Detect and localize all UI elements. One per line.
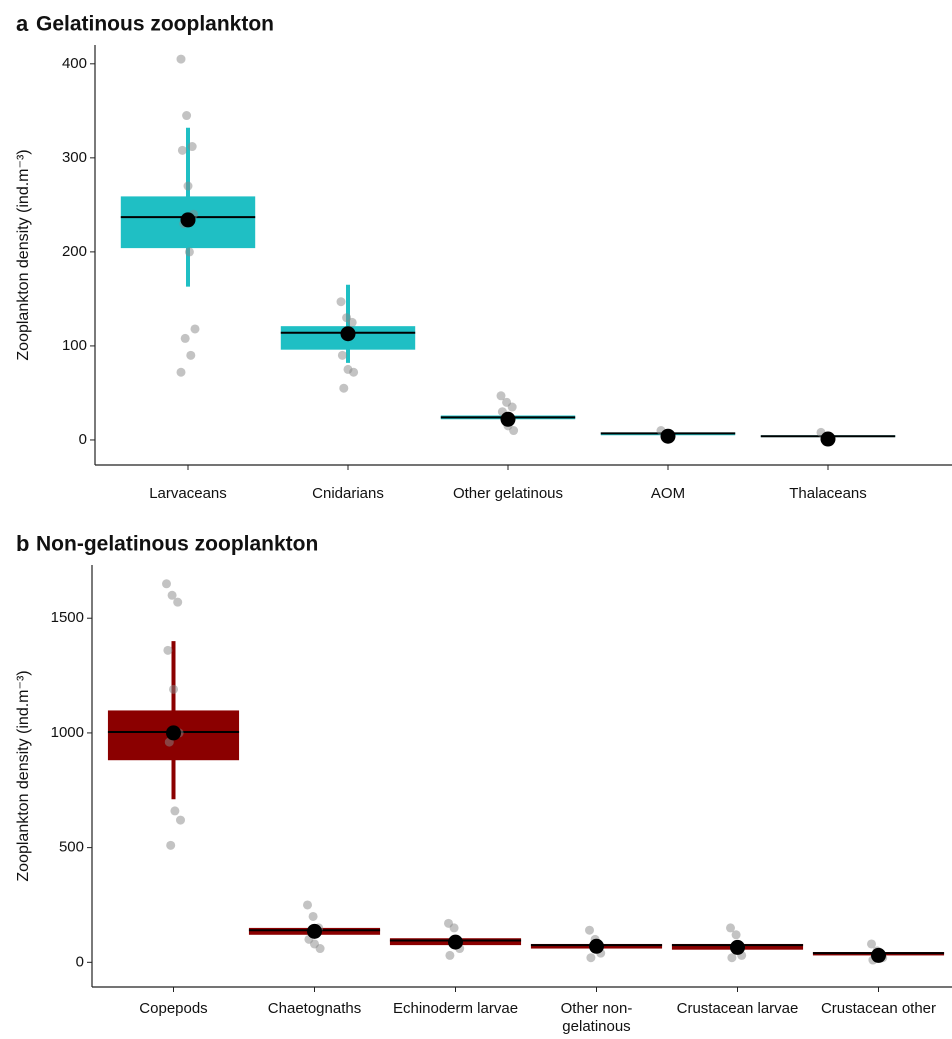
data-point <box>339 384 348 393</box>
page: a Gelatinous zooplankton Zooplankton densi… <box>0 0 952 1039</box>
data-point <box>185 247 194 256</box>
data-point <box>508 403 517 412</box>
mean <box>448 935 463 950</box>
data-point <box>181 334 190 343</box>
data-point <box>303 900 312 909</box>
mean <box>341 326 356 341</box>
mean <box>181 212 196 227</box>
panel-label: b <box>16 531 29 556</box>
y-tick-label: 0 <box>79 431 87 448</box>
x-tick-label: Cnidarians <box>283 485 413 503</box>
y-tick-label: 200 <box>62 243 87 260</box>
data-point <box>337 297 346 306</box>
x-tick-label: Echinoderm larvae <box>391 1000 521 1018</box>
mean <box>501 412 516 427</box>
data-point <box>177 55 186 64</box>
data-point <box>188 142 197 151</box>
data-point <box>450 923 459 932</box>
data-point <box>176 816 185 825</box>
mean <box>661 429 676 444</box>
data-point <box>309 912 318 921</box>
y-tick-label: 100 <box>62 337 87 354</box>
data-point <box>586 953 595 962</box>
data-point <box>177 368 186 377</box>
panel-label: a <box>16 11 29 36</box>
data-point <box>191 324 200 333</box>
mean <box>821 432 836 447</box>
data-point <box>162 579 171 588</box>
data-point <box>349 368 358 377</box>
y-axis-label: Zooplankton density (ind.m⁻³) <box>15 149 32 360</box>
data-point <box>169 685 178 694</box>
x-tick-label: AOM <box>603 485 733 503</box>
data-point <box>509 426 518 435</box>
x-tick-label: Other non-gelatinous <box>532 1000 662 1036</box>
data-point <box>178 146 187 155</box>
y-axis-label: Zooplankton density (ind.m⁻³) <box>15 670 32 881</box>
mean <box>166 725 181 740</box>
data-point <box>445 951 454 960</box>
y-tick-label: 0 <box>76 953 84 970</box>
data-point <box>163 646 172 655</box>
chart: a Gelatinous zooplankton Zooplankton densi… <box>0 0 952 1039</box>
mean <box>307 924 322 939</box>
y-tick-label: 1000 <box>51 724 84 741</box>
data-point <box>173 598 182 607</box>
x-tick-label: Copepods <box>109 1000 239 1018</box>
y-tick-label: 300 <box>62 149 87 166</box>
x-tick-label: Larvaceans <box>123 485 253 503</box>
chart-title: Gelatinous zooplankton <box>36 13 274 36</box>
x-tick-label: Crustacean larvae <box>673 1000 803 1018</box>
data-point <box>316 944 325 953</box>
chart-title: Non-gelatinous zooplankton <box>36 533 318 556</box>
data-point <box>166 841 175 850</box>
x-tick-label: Chaetognaths <box>250 1000 380 1018</box>
y-tick-label: 1500 <box>51 609 84 626</box>
x-tick-label: Thalaceans <box>763 485 893 503</box>
data-point <box>348 318 357 327</box>
data-point <box>338 351 347 360</box>
data-point <box>182 111 191 120</box>
y-tick-label: 400 <box>62 55 87 72</box>
data-point <box>732 930 741 939</box>
data-point <box>585 926 594 935</box>
x-tick-label: Crustacean other <box>814 1000 944 1018</box>
x-tick-label: Other gelatinous <box>443 485 573 503</box>
mean <box>730 940 745 955</box>
data-point <box>727 953 736 962</box>
mean <box>589 939 604 954</box>
mean <box>871 948 886 963</box>
data-point <box>184 182 193 191</box>
y-tick-label: 500 <box>59 839 84 856</box>
data-point <box>170 806 179 815</box>
data-point <box>186 351 195 360</box>
